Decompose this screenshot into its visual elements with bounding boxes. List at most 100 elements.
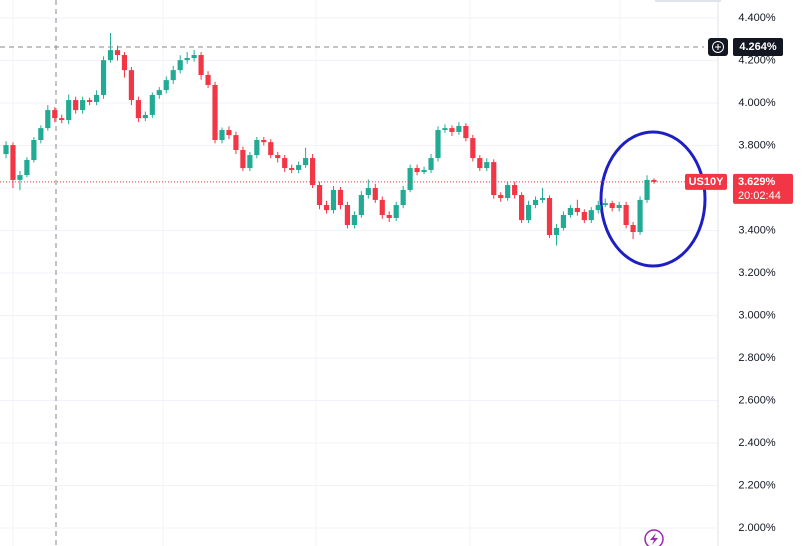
highlight-ellipse bbox=[599, 130, 707, 268]
candle-body bbox=[247, 155, 253, 169]
candle-body bbox=[31, 140, 37, 160]
candle-body bbox=[470, 138, 476, 159]
candle-body bbox=[365, 188, 371, 196]
candle-body bbox=[351, 215, 357, 225]
y-tick-label: 2.800% bbox=[738, 352, 776, 364]
candle-body bbox=[546, 198, 553, 235]
candle-body bbox=[616, 205, 622, 208]
candle-body bbox=[630, 224, 636, 232]
candle-body bbox=[219, 130, 225, 141]
candle-body bbox=[254, 140, 260, 156]
candle-body bbox=[24, 159, 30, 176]
candle-body bbox=[268, 142, 274, 156]
y-tick-label: 3.400% bbox=[738, 224, 776, 236]
candle-body bbox=[651, 179, 657, 182]
candle-body bbox=[609, 203, 615, 208]
candle-body bbox=[17, 175, 23, 180]
add-icon bbox=[712, 40, 724, 53]
candle-body bbox=[428, 158, 434, 170]
candle-body bbox=[80, 100, 86, 111]
symbol-label: US10Y bbox=[689, 176, 725, 188]
candle-body bbox=[184, 57, 190, 61]
candle-body bbox=[386, 215, 392, 218]
candle-body bbox=[477, 158, 483, 169]
candle-body bbox=[296, 165, 302, 170]
candle-body bbox=[567, 207, 573, 216]
y-tick-label: 3.000% bbox=[738, 309, 776, 321]
candle-body bbox=[233, 135, 239, 150]
candle-body bbox=[309, 158, 316, 186]
candle-body bbox=[358, 195, 364, 216]
candle-body bbox=[595, 205, 601, 211]
candle-body bbox=[512, 185, 518, 196]
candle-body bbox=[623, 205, 629, 225]
crosshair-label-box bbox=[733, 37, 783, 56]
candle-body bbox=[400, 189, 406, 206]
candle-body bbox=[519, 195, 525, 221]
candle-body bbox=[87, 100, 93, 102]
y-tick-label: 4.200% bbox=[738, 54, 776, 66]
candle-body bbox=[539, 198, 546, 200]
candle-body bbox=[372, 188, 378, 200]
candle-body bbox=[275, 155, 281, 159]
y-tick-label: 2.200% bbox=[738, 479, 776, 491]
candle-body bbox=[282, 158, 288, 169]
candle-body bbox=[114, 50, 121, 56]
y-tick-label: 2.600% bbox=[738, 394, 776, 406]
candle-body bbox=[3, 145, 9, 155]
candle-body bbox=[198, 55, 204, 75]
candle-body bbox=[93, 94, 100, 102]
candle-body bbox=[59, 118, 65, 121]
y-tick-label: 2.400% bbox=[738, 437, 776, 449]
candle-body bbox=[163, 80, 169, 91]
candle-body bbox=[177, 60, 183, 71]
y-tick-label: 2.000% bbox=[738, 522, 776, 534]
candle-body bbox=[107, 50, 114, 61]
candle-body bbox=[10, 145, 16, 180]
candle-body bbox=[484, 162, 490, 169]
candle-body bbox=[316, 185, 323, 206]
candle-body bbox=[330, 189, 337, 211]
candle-body bbox=[414, 168, 420, 173]
candle-body bbox=[637, 199, 643, 232]
candle-body bbox=[303, 158, 309, 166]
crosshair-label: 4.264% bbox=[739, 41, 777, 53]
candle-body bbox=[128, 70, 135, 101]
countdown-label: 20:02:44 bbox=[738, 190, 781, 202]
candle-body bbox=[100, 60, 107, 95]
candle-body bbox=[261, 140, 267, 143]
candle-body bbox=[149, 94, 155, 115]
add-icon-plus bbox=[715, 43, 721, 50]
candle-body bbox=[644, 179, 650, 200]
symbol-label-box bbox=[685, 173, 727, 190]
candle-body bbox=[142, 114, 148, 119]
candle-body bbox=[456, 125, 462, 132]
candle-body bbox=[289, 168, 295, 170]
candle-body bbox=[205, 74, 211, 85]
candle-body bbox=[38, 128, 44, 141]
candle-body bbox=[323, 205, 330, 211]
y-tick-label: 4.000% bbox=[738, 97, 776, 109]
candle-body bbox=[393, 205, 399, 218]
toolbar-edge bbox=[655, 0, 721, 2]
y-tick-label: 3.800% bbox=[738, 139, 776, 151]
candle-body bbox=[45, 110, 51, 129]
candle-body bbox=[553, 227, 560, 235]
candle-body bbox=[337, 189, 344, 206]
candle-body bbox=[491, 162, 497, 196]
y-tick-label: 4.400% bbox=[738, 12, 776, 24]
candle-body bbox=[525, 205, 532, 221]
candle-body bbox=[602, 203, 608, 206]
candle-body bbox=[226, 130, 232, 136]
candle-body bbox=[435, 130, 441, 159]
candle-body bbox=[212, 84, 218, 141]
candle-body bbox=[498, 195, 504, 199]
price-label: 3.629% bbox=[738, 176, 776, 188]
candle-body bbox=[240, 149, 246, 169]
y-tick-label: 3.200% bbox=[738, 267, 776, 279]
candle-body bbox=[463, 125, 469, 139]
candle-body bbox=[379, 199, 385, 216]
candle-body bbox=[344, 205, 351, 225]
candle-body bbox=[135, 100, 141, 119]
